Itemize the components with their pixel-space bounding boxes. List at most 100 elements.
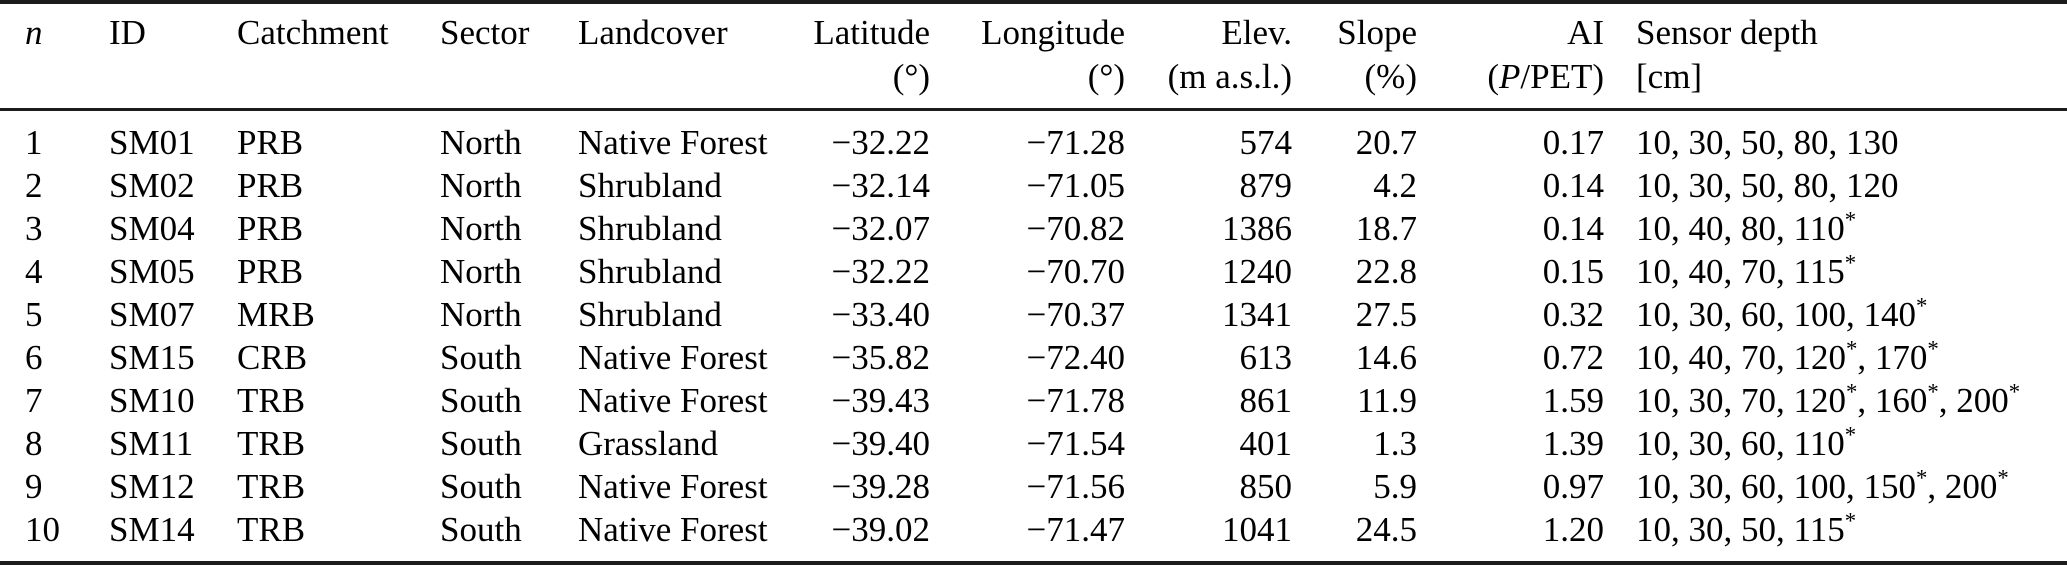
cell-elevation: 879 — [1239, 165, 1293, 205]
cell-slope: 27.5 — [1355, 294, 1417, 334]
header-catchment-label: Catchment — [237, 13, 389, 52]
cell-id: SM02 — [109, 165, 195, 205]
cell-catchment: MRB — [237, 294, 315, 334]
cell-id: SM10 — [109, 380, 195, 420]
header-slope: Slope (%) — [1292, 2, 1417, 110]
cell-longitude: −70.82 — [1026, 208, 1126, 248]
header-n: n — [0, 2, 109, 110]
header-sensor-depth: Sensor depth [cm] — [1604, 2, 2067, 110]
header-elevation-label: Elev. — [1221, 13, 1292, 52]
cell-sector: North — [440, 251, 522, 291]
cell-longitude: −71.05 — [1026, 165, 1126, 205]
header-longitude: Longitude (°) — [930, 2, 1125, 110]
cell-sensor-depth: 10, 40, 80, 110* — [1636, 206, 1857, 248]
cell-sector: North — [440, 208, 522, 248]
header-landcover-label: Landcover — [578, 13, 728, 52]
cell-n: 1 — [25, 122, 43, 162]
cell-elevation: 574 — [1239, 122, 1293, 162]
cell-ai: 0.14 — [1542, 208, 1604, 248]
cell-longitude: −71.54 — [1026, 423, 1126, 463]
cell-slope: 24.5 — [1355, 509, 1417, 549]
cell-slope: 4.2 — [1373, 165, 1417, 205]
cell-elevation: 861 — [1239, 380, 1293, 420]
cell-ai: 1.20 — [1542, 509, 1604, 549]
cell-latitude: −32.07 — [831, 208, 931, 248]
header-ai: AI (P/PET) — [1417, 2, 1604, 110]
cell-longitude: −70.37 — [1026, 294, 1126, 334]
cell-catchment: CRB — [237, 337, 308, 377]
cell-slope: 18.7 — [1355, 208, 1417, 248]
cell-catchment: PRB — [237, 251, 304, 291]
header-slope-label: Slope — [1337, 13, 1417, 52]
cell-sector: North — [440, 122, 522, 162]
cell-landcover: Grassland — [578, 423, 718, 463]
cell-ai: 0.72 — [1542, 337, 1604, 377]
cell-slope: 22.8 — [1355, 251, 1417, 291]
cell-catchment: TRB — [237, 466, 306, 506]
cell-n: 2 — [25, 165, 43, 205]
cell-sector: South — [440, 380, 522, 420]
cell-sector: North — [440, 165, 522, 205]
cell-sensor-depth: 10, 30, 50, 80, 120 — [1636, 165, 1899, 205]
header-longitude-unit: (°) — [1087, 57, 1125, 96]
cell-landcover: Shrubland — [578, 294, 722, 334]
cell-latitude: −39.28 — [831, 466, 931, 506]
cell-sensor-depth: 10, 40, 70, 120*, 170* — [1636, 335, 1939, 377]
cell-id: SM05 — [109, 251, 195, 291]
cell-catchment: PRB — [237, 122, 304, 162]
header-latitude-label: Latitude — [813, 13, 930, 52]
cell-sensor-depth: 10, 30, 60, 110* — [1636, 421, 1857, 463]
cell-n: 6 — [25, 337, 43, 377]
cell-sector: South — [440, 423, 522, 463]
cell-elevation: 613 — [1239, 337, 1293, 377]
table-row: 9 SM12 TRB South Native Forest −39.28 −7… — [0, 465, 2067, 508]
table-row: 2 SM02 PRB North Shrubland −32.14 −71.05… — [0, 164, 2067, 207]
cell-sensor-depth: 10, 30, 50, 115* — [1636, 507, 1857, 549]
cell-slope: 5.9 — [1373, 466, 1417, 506]
cell-latitude: −35.82 — [831, 337, 931, 377]
cell-ai: 1.39 — [1542, 423, 1604, 463]
cell-n: 10 — [25, 509, 60, 549]
cell-id: SM15 — [109, 337, 195, 377]
cell-slope: 1.3 — [1373, 423, 1417, 463]
cell-ai: 0.14 — [1542, 165, 1604, 205]
cell-ai: 0.32 — [1542, 294, 1604, 334]
cell-landcover: Native Forest — [578, 122, 768, 162]
cell-latitude: −33.40 — [831, 294, 931, 334]
cell-elevation: 401 — [1239, 423, 1293, 463]
cell-id: SM11 — [109, 423, 194, 463]
header-id: ID — [109, 2, 237, 110]
cell-elevation: 1341 — [1222, 294, 1292, 334]
cell-catchment: TRB — [237, 380, 306, 420]
cell-longitude: −71.47 — [1026, 509, 1126, 549]
cell-id: SM01 — [109, 122, 195, 162]
table-row: 7 SM10 TRB South Native Forest −39.43 −7… — [0, 379, 2067, 422]
header-catchment: Catchment — [237, 2, 440, 110]
cell-catchment: PRB — [237, 165, 304, 205]
cell-longitude: −71.78 — [1026, 380, 1126, 420]
cell-elevation: 850 — [1239, 466, 1293, 506]
cell-catchment: TRB — [237, 509, 306, 549]
header-n-label: n — [25, 13, 43, 52]
cell-landcover: Native Forest — [578, 466, 768, 506]
cell-latitude: −32.22 — [831, 122, 931, 162]
cell-id: SM04 — [109, 208, 195, 248]
header-id-label: ID — [109, 13, 146, 52]
table-row: 8 SM11 TRB South Grassland −39.40 −71.54… — [0, 422, 2067, 465]
table-row: 6 SM15 CRB South Native Forest −35.82 −7… — [0, 336, 2067, 379]
cell-slope: 14.6 — [1355, 337, 1417, 377]
cell-n: 4 — [25, 251, 43, 291]
cell-ai: 0.97 — [1542, 466, 1604, 506]
cell-sector: South — [440, 337, 522, 377]
cell-sensor-depth: 10, 30, 60, 100, 150*, 200* — [1636, 464, 2009, 506]
cell-n: 5 — [25, 294, 43, 334]
cell-sector: South — [440, 509, 522, 549]
cell-landcover: Shrubland — [578, 251, 722, 291]
header-slope-unit: (%) — [1364, 57, 1417, 96]
header-sensor-depth-label: Sensor depth — [1636, 13, 1818, 52]
header-ai-label: AI — [1567, 13, 1604, 52]
header-sensor-depth-unit: [cm] — [1636, 57, 1703, 96]
header-ai-unit: (P/PET) — [1487, 57, 1604, 96]
cell-sensor-depth: 10, 30, 70, 120*, 160*, 200* — [1636, 378, 2021, 420]
